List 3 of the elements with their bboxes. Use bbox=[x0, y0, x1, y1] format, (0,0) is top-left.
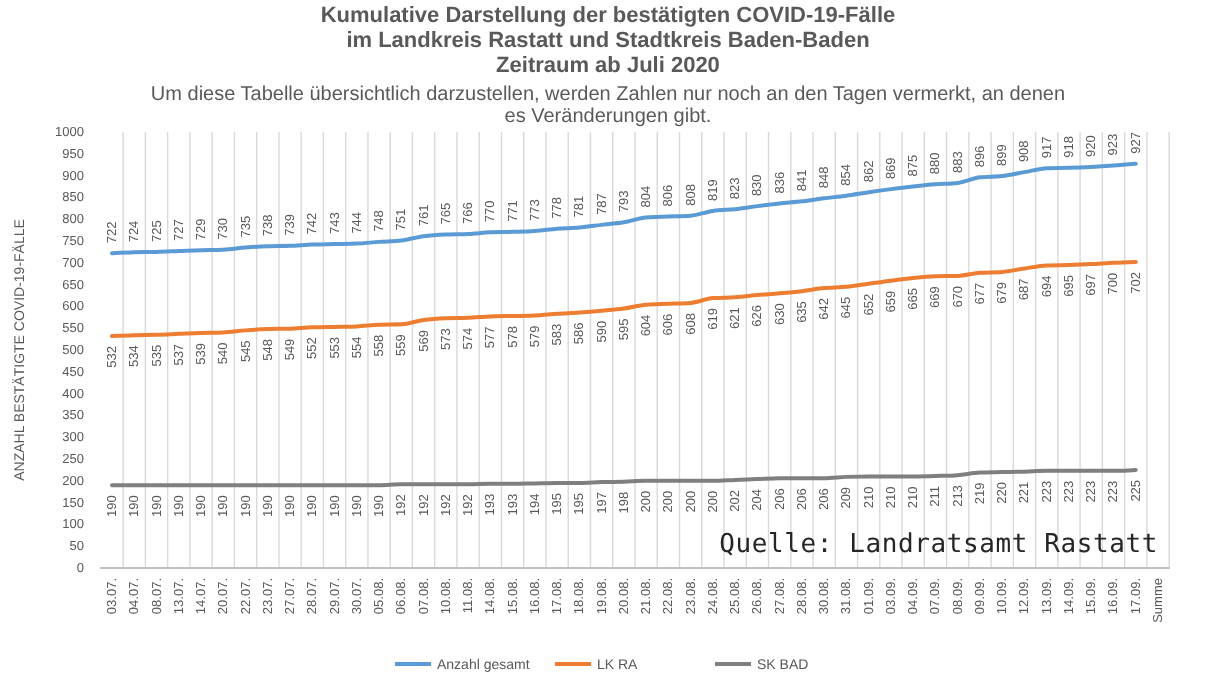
annotation: Quelle: Landratsamt Rastatt bbox=[719, 530, 1158, 560]
chart-subtitle: Um diese Tabelle übersichtlich darzustellen, werden Zahlen nur noch an den Tagen vermerkt, an denen es Veränderungen gibt. bbox=[150, 84, 1066, 128]
chart-title: Kumulative Darstellung der bestätigten COVID-19-Fälle im Landkreis Rastatt und Stadtkreis Baden-Baden Zeitraum ab Juli 2020 bbox=[320, 4, 896, 78]
